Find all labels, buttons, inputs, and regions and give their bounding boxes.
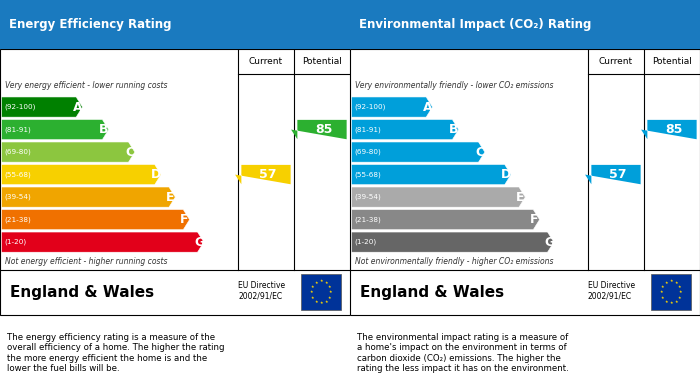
Text: F: F <box>530 213 538 226</box>
Polygon shape <box>235 165 290 184</box>
Bar <box>350 0 700 49</box>
Polygon shape <box>1 120 108 140</box>
Polygon shape <box>1 232 204 252</box>
Text: Potential: Potential <box>302 57 342 66</box>
Text: (55-68): (55-68) <box>354 171 381 178</box>
Polygon shape <box>1 210 190 230</box>
Text: 57: 57 <box>259 168 276 181</box>
Text: D: D <box>151 168 162 181</box>
Bar <box>0 0 350 49</box>
Text: (21-38): (21-38) <box>4 216 31 223</box>
Text: ★: ★ <box>311 296 314 300</box>
Text: 85: 85 <box>665 123 682 136</box>
Polygon shape <box>351 97 433 117</box>
Polygon shape <box>1 142 135 162</box>
Text: Not energy efficient - higher running costs: Not energy efficient - higher running co… <box>6 257 168 266</box>
Text: Current: Current <box>249 57 283 66</box>
Text: ★: ★ <box>669 301 673 305</box>
Text: ★: ★ <box>659 290 663 294</box>
Bar <box>651 274 692 310</box>
Polygon shape <box>641 120 696 139</box>
Polygon shape <box>351 165 511 185</box>
Text: Potential: Potential <box>652 57 692 66</box>
Text: Energy Efficiency Rating: Energy Efficiency Rating <box>8 18 172 31</box>
Text: G: G <box>194 236 204 249</box>
Text: ★: ★ <box>674 281 678 285</box>
Text: ★: ★ <box>678 296 681 300</box>
Polygon shape <box>351 232 554 252</box>
Polygon shape <box>1 165 161 185</box>
Bar <box>350 49 700 315</box>
Text: (21-38): (21-38) <box>354 216 381 223</box>
Polygon shape <box>1 187 175 207</box>
Text: ★: ★ <box>678 285 681 289</box>
Text: (92-100): (92-100) <box>4 104 36 110</box>
Text: Very energy efficient - lower running costs: Very energy efficient - lower running co… <box>6 81 168 90</box>
Bar <box>0 49 350 315</box>
Polygon shape <box>1 97 83 117</box>
Polygon shape <box>291 120 346 139</box>
Polygon shape <box>351 210 540 230</box>
Text: ★: ★ <box>329 290 332 294</box>
Text: England & Wales: England & Wales <box>10 285 155 300</box>
Text: Very environmentally friendly - lower CO₂ emissions: Very environmentally friendly - lower CO… <box>355 81 554 90</box>
Text: Not environmentally friendly - higher CO₂ emissions: Not environmentally friendly - higher CO… <box>355 257 554 266</box>
Text: ★: ★ <box>328 285 331 289</box>
Text: F: F <box>180 213 188 226</box>
Bar <box>301 274 342 310</box>
Text: (69-80): (69-80) <box>4 149 31 155</box>
Text: Current: Current <box>599 57 633 66</box>
Text: (1-20): (1-20) <box>354 239 377 246</box>
Text: 57: 57 <box>609 168 626 181</box>
Text: EU Directive
2002/91/EC: EU Directive 2002/91/EC <box>588 281 635 300</box>
Text: ★: ★ <box>314 300 318 304</box>
Text: ★: ★ <box>314 281 318 285</box>
Polygon shape <box>585 165 640 184</box>
Text: (81-91): (81-91) <box>354 126 381 133</box>
Text: (39-54): (39-54) <box>354 194 381 200</box>
Text: B: B <box>99 123 108 136</box>
Text: D: D <box>501 168 512 181</box>
Text: EU Directive
2002/91/EC: EU Directive 2002/91/EC <box>238 281 285 300</box>
Text: ★: ★ <box>319 301 323 305</box>
Text: ★: ★ <box>679 290 682 294</box>
Text: ★: ★ <box>328 296 331 300</box>
Polygon shape <box>351 120 458 140</box>
Text: ★: ★ <box>664 300 668 304</box>
Text: England & Wales: England & Wales <box>360 285 505 300</box>
Text: (1-20): (1-20) <box>4 239 27 246</box>
Text: G: G <box>544 236 554 249</box>
Polygon shape <box>351 187 525 207</box>
Text: ★: ★ <box>311 285 314 289</box>
Text: ★: ★ <box>309 290 313 294</box>
Polygon shape <box>351 142 485 162</box>
Text: ★: ★ <box>324 300 328 304</box>
Text: 85: 85 <box>315 123 332 136</box>
Text: The environmental impact rating is a measure of
a home's impact on the environme: The environmental impact rating is a mea… <box>357 333 568 373</box>
Text: (81-91): (81-91) <box>4 126 31 133</box>
Text: (39-54): (39-54) <box>4 194 31 200</box>
Text: A: A <box>73 100 83 113</box>
Text: E: E <box>165 190 174 204</box>
Text: B: B <box>449 123 458 136</box>
Text: ★: ★ <box>661 285 664 289</box>
Text: ★: ★ <box>324 281 328 285</box>
Text: ★: ★ <box>664 281 668 285</box>
Text: ★: ★ <box>661 296 664 300</box>
Text: The energy efficiency rating is a measure of the
overall efficiency of a home. T: The energy efficiency rating is a measur… <box>7 333 225 373</box>
Text: (55-68): (55-68) <box>4 171 31 178</box>
Text: ★: ★ <box>319 279 323 283</box>
Text: C: C <box>125 145 134 159</box>
Text: (92-100): (92-100) <box>354 104 386 110</box>
Text: C: C <box>475 145 484 159</box>
Text: A: A <box>423 100 433 113</box>
Text: E: E <box>515 190 524 204</box>
Text: ★: ★ <box>669 279 673 283</box>
Text: ★: ★ <box>674 300 678 304</box>
Text: Environmental Impact (CO₂) Rating: Environmental Impact (CO₂) Rating <box>358 18 591 31</box>
Text: (69-80): (69-80) <box>354 149 381 155</box>
